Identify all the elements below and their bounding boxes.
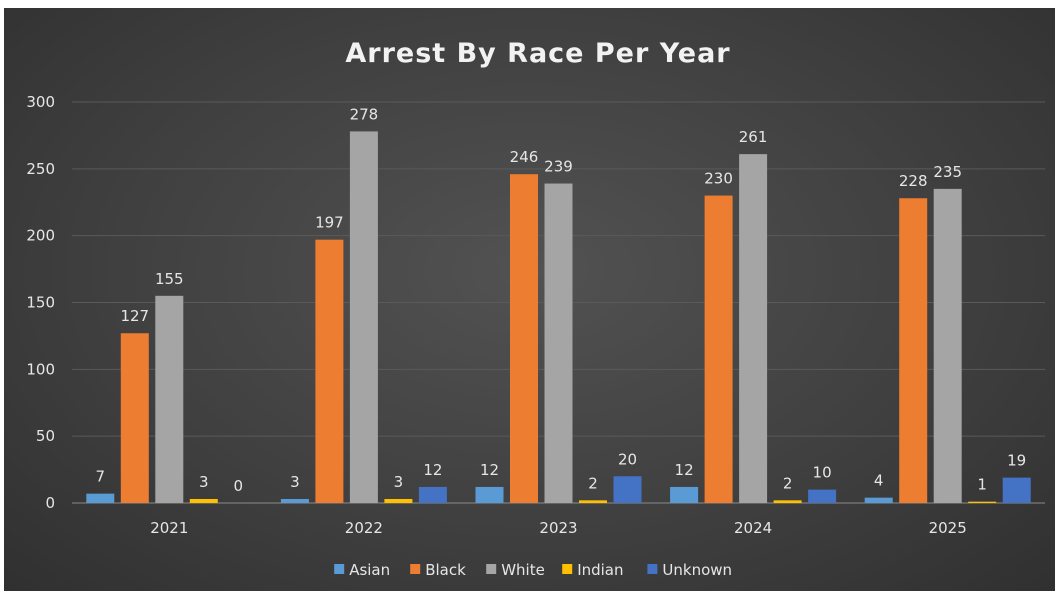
data-label: 278 — [350, 105, 379, 123]
data-label: 246 — [510, 148, 539, 166]
data-label: 4 — [874, 472, 884, 490]
x-tick-label: 2025 — [929, 519, 967, 537]
bar-indian — [968, 501, 997, 503]
legend-label-black: Black — [425, 561, 466, 579]
y-tick-label: 0 — [45, 494, 55, 512]
data-label: 3 — [290, 473, 300, 491]
data-label: 2 — [783, 474, 793, 492]
bar-unknown — [808, 489, 837, 503]
data-label: 127 — [120, 307, 149, 325]
data-label: 261 — [739, 128, 768, 146]
legend-label-indian: Indian — [577, 561, 623, 579]
bar-black — [510, 174, 538, 503]
y-axis: 0 50 100 150 200 250 300 — [26, 93, 55, 512]
legend: Asian Black White Indian Unknown — [334, 561, 732, 579]
bar-asian — [86, 493, 115, 503]
legend-swatch-white — [486, 564, 497, 574]
y-tick-label: 250 — [26, 160, 55, 178]
chart-title: Arrest By Race Per Year — [345, 38, 730, 69]
y-tick-label: 200 — [26, 227, 55, 245]
x-tick-label: 2022 — [345, 519, 383, 537]
data-labels: 7 127 155 3 0 3 197 278 3 12 12 246 239 2 20 12 230 261 2 1… — [96, 105, 1027, 495]
legend-label-white: White — [501, 561, 545, 579]
data-label: 10 — [813, 464, 832, 482]
data-label: 228 — [899, 172, 928, 190]
legend-label-asian: Asian — [349, 561, 390, 579]
data-label: 197 — [315, 214, 344, 232]
data-label: 20 — [618, 450, 637, 468]
bar-white — [739, 154, 768, 503]
y-tick-label: 150 — [26, 294, 55, 312]
data-label: 0 — [234, 477, 244, 495]
data-label: 19 — [1007, 452, 1026, 470]
bar-indian — [384, 498, 413, 503]
bar-asian — [864, 497, 893, 503]
data-label: 12 — [480, 461, 499, 479]
data-label: 230 — [704, 170, 733, 188]
bar-white — [155, 295, 184, 503]
bar-asian — [670, 486, 699, 503]
legend-swatch-asian — [334, 564, 345, 574]
bar-white — [349, 131, 378, 503]
legend-swatch-black — [410, 564, 421, 574]
data-label: 155 — [155, 270, 184, 288]
data-label: 1 — [977, 476, 987, 494]
y-tick-label: 50 — [36, 427, 55, 445]
y-tick-label: 100 — [26, 360, 55, 378]
bar-black — [120, 333, 149, 503]
bar-asian — [475, 486, 504, 503]
data-label: 3 — [199, 473, 209, 491]
bar-unknown — [418, 486, 447, 503]
data-label: 235 — [933, 163, 962, 181]
bar-indian — [773, 500, 802, 503]
data-label: 12 — [423, 461, 442, 479]
bar-asian — [280, 498, 309, 503]
x-tick-label: 2024 — [734, 519, 772, 537]
legend-swatch-unknown — [647, 564, 658, 574]
y-tick-label: 300 — [26, 93, 55, 111]
bars — [86, 131, 1031, 504]
data-label: 239 — [544, 158, 573, 176]
bar-indian — [189, 498, 218, 503]
bar-indian — [579, 500, 607, 503]
legend-swatch-indian — [562, 564, 573, 574]
legend-label-unknown: Unknown — [662, 561, 732, 579]
bar-white — [544, 183, 573, 503]
bar-black — [899, 198, 928, 504]
bar-unknown — [1002, 477, 1031, 503]
x-axis: 2021 2022 2023 2024 2025 — [72, 502, 1045, 537]
bar-unknown — [613, 476, 642, 503]
data-label: 2 — [588, 474, 598, 492]
bar-black — [704, 195, 733, 504]
x-tick-label: 2023 — [539, 519, 577, 537]
bar-white — [933, 188, 962, 503]
data-label: 12 — [675, 461, 694, 479]
data-label: 7 — [96, 468, 106, 486]
bar-black — [315, 239, 344, 503]
x-tick-label: 2021 — [150, 519, 188, 537]
data-label: 3 — [394, 473, 404, 491]
